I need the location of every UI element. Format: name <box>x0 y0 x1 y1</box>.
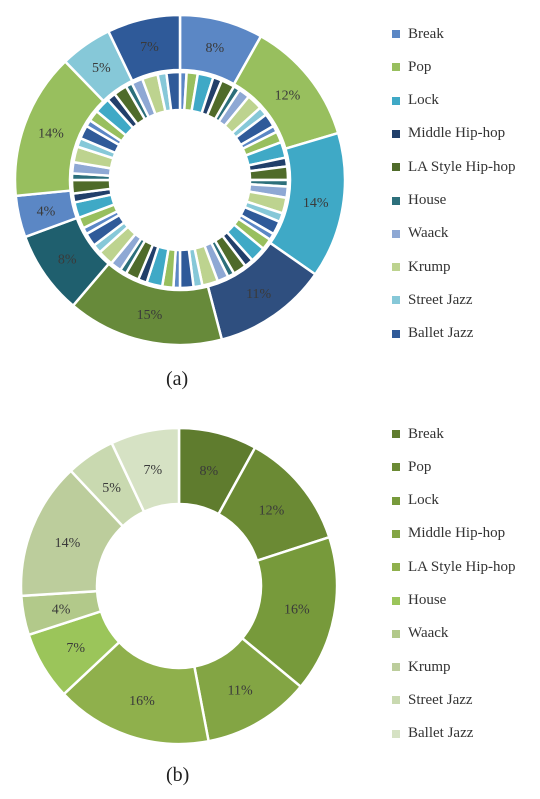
a-legend-label: Lock <box>408 92 439 109</box>
donut-b-slice-label-2: 16% <box>284 602 310 617</box>
a-legend-item: Break <box>392 24 444 44</box>
b-legend-swatch <box>392 496 400 505</box>
a-legend-swatch <box>392 30 400 38</box>
b-legend-item: Pop <box>392 457 431 477</box>
a-legend-label: LA Style Hip-hop <box>408 158 516 175</box>
donut-b-slice-label-3: 11% <box>228 683 253 698</box>
b-legend-swatch <box>392 463 400 472</box>
b-legend-swatch <box>392 629 400 638</box>
a-legend-label: Middle Hip-hop <box>408 125 506 142</box>
donut-b-slice-2 <box>240 535 339 689</box>
a-legend-label: House <box>408 192 447 208</box>
b-legend-label: Waack <box>408 625 449 642</box>
outer-ring-slice-label-8: 5% <box>92 61 111 76</box>
b-legend-item: Street Jazz <box>392 690 473 710</box>
outer-ring-slice-label-1: 12% <box>275 88 301 103</box>
chart-panel-a: 8% 12% 14% 11% 15% 8% 4% 14% 5% 7% Break Pop Lock Mi… <box>13 13 516 390</box>
a-legend-swatch <box>392 329 400 338</box>
a-legend-item: Pop <box>392 57 431 77</box>
b-legend-swatch <box>392 563 400 572</box>
a-legend-label: Break <box>408 25 444 42</box>
a-legend-swatch <box>392 263 400 272</box>
b-legend-item: Ballet Jazz <box>392 724 473 744</box>
donut-b-slice-label-6: 4% <box>52 602 71 617</box>
b-legend-swatch <box>392 663 400 672</box>
donut-b-slice-label-4: 16% <box>129 694 155 709</box>
outer-ring-slice-label-9: 7% <box>140 40 159 55</box>
b-legend-item: Lock <box>392 491 439 511</box>
a-legend-swatch <box>392 163 400 172</box>
a-legend-item: LA Style Hip-hop <box>392 157 516 177</box>
a-legend-item: Middle Hip-hop <box>392 124 505 144</box>
donut-b-slice-4 <box>62 640 211 746</box>
b-legend-label: Lock <box>408 492 439 509</box>
caption-b: (b) <box>166 764 190 786</box>
b-legend-item: LA Style Hip-hop <box>392 557 516 577</box>
b-legend-item: Break <box>392 424 444 444</box>
outer-ring-slice-label-2: 14% <box>303 196 329 211</box>
outer-ring-slice-label-0: 8% <box>206 41 225 56</box>
a-legend-swatch <box>392 96 400 105</box>
a-legend-swatch <box>392 129 400 138</box>
a-legend-label: Waack <box>408 225 449 242</box>
a-legend-item: Lock <box>392 91 439 111</box>
a-legend-item: House <box>392 191 446 211</box>
b-legend-label: House <box>408 592 447 608</box>
a-legend-label: Pop <box>408 58 432 75</box>
chart-panel-b: 8% 12% 16% 11% 16% 7% 4% 14% 5% 7% Break Pop Lock Mi… <box>0 400 540 799</box>
donut-b-slice-label-1: 12% <box>259 504 285 519</box>
b-legend-swatch <box>392 529 400 538</box>
b-legend-item: Krump <box>392 657 451 677</box>
a-legend-item: Street Jazz <box>392 290 473 310</box>
donut-b-slice-9 <box>110 426 181 514</box>
b-legend-label: Krump <box>408 658 451 675</box>
a-legend-swatch <box>392 296 400 305</box>
outer-ring-slice-9 <box>106 13 182 83</box>
a-legend-item: Krump <box>392 257 451 277</box>
a-legend-label: Krump <box>408 258 451 275</box>
a-legend-item: Ballet Jazz <box>392 324 473 344</box>
inner-ring-slice-59 <box>165 70 182 112</box>
b-legend-item: Middle Hip-hop <box>392 524 505 544</box>
a-legend-swatch <box>392 229 400 238</box>
donut-chart-a: 8% 12% 14% 11% 15% 8% 4% 14% 5% 7% <box>13 13 347 347</box>
b-legend-label: Break <box>408 425 444 442</box>
donut-b-slice-label-9: 7% <box>143 463 162 478</box>
a-legend-label: Ballet Jazz <box>408 325 474 342</box>
b-legend-label: Street Jazz <box>408 691 473 708</box>
donut-b-slice-label-8: 5% <box>102 481 121 496</box>
b-legend-swatch <box>392 729 400 738</box>
a-legend-swatch <box>392 63 400 72</box>
donut-b-slice-label-0: 8% <box>200 464 219 479</box>
b-legend-item: House <box>392 591 446 611</box>
b-legend-swatch <box>392 430 400 438</box>
a-legend-item: Waack <box>392 224 448 244</box>
b-legend-item: Waack <box>392 624 448 644</box>
b-legend-label: Ballet Jazz <box>408 725 474 742</box>
outer-ring-slice-label-7: 14% <box>38 127 64 142</box>
b-legend-swatch <box>392 596 400 605</box>
donut-b-slice-label-5: 7% <box>66 641 85 656</box>
donut-b-slice-label-7: 14% <box>55 536 81 551</box>
caption-a: (a) <box>166 368 189 390</box>
b-legend-label: Pop <box>408 458 432 475</box>
b-legend-label: Middle Hip-hop <box>408 525 506 542</box>
b-legend-label: LA Style Hip-hop <box>408 558 516 575</box>
outer-ring-slice-label-4: 15% <box>137 308 163 323</box>
a-legend-swatch <box>392 196 400 205</box>
b-legend-swatch <box>392 696 400 705</box>
a-legend-label: Street Jazz <box>408 291 473 308</box>
outer-ring-slice-label-5: 8% <box>58 253 77 268</box>
outer-ring-slice-label-3: 11% <box>246 287 271 302</box>
donut-chart-b: 8% 12% 16% 11% 16% 7% 4% 14% 5% 7% <box>19 426 339 746</box>
outer-ring-slice-label-6: 4% <box>37 205 56 220</box>
